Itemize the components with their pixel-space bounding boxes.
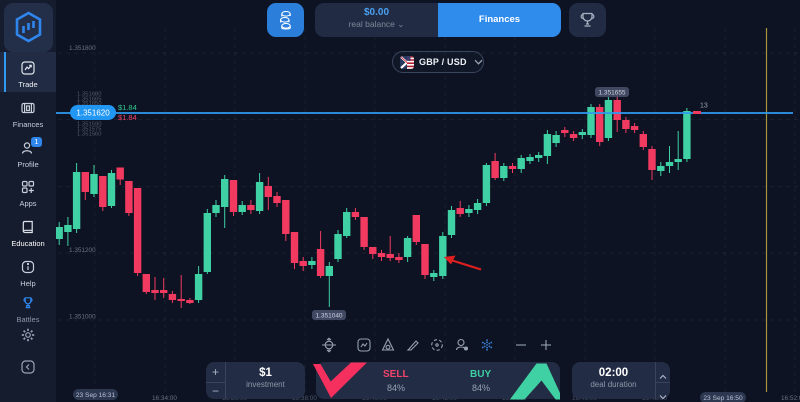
svg-text:$1.84: $1.84 [118,113,137,122]
svg-text:1.351650: 1.351650 [77,101,102,107]
svg-text:16:46:00: 16:46:00 [572,395,597,402]
svg-text:13: 13 [700,103,708,110]
svg-text:1.351620: 1.351620 [76,109,110,118]
svg-text:16:38:00: 16:38:00 [292,395,317,402]
svg-text:1.351040: 1.351040 [315,313,342,320]
svg-text:16:36:00: 16:36:00 [222,395,247,402]
svg-text:1.351560: 1.351560 [77,132,102,138]
svg-text:1.351680: 1.351680 [77,91,102,97]
svg-text:1.351575: 1.351575 [77,127,102,133]
svg-text:23 Sep 16:50: 23 Sep 16:50 [703,395,743,402]
svg-text:16:42:00: 16:42:00 [432,395,457,402]
svg-text:1.351655: 1.351655 [598,90,625,97]
svg-text:23 Sep 16:31: 23 Sep 16:31 [76,392,116,399]
svg-text:1.351200: 1.351200 [69,247,96,254]
svg-text:1.351590: 1.351590 [77,122,102,128]
svg-text:16:52:0: 16:52:0 [781,395,800,402]
svg-text:1.351665: 1.351665 [77,96,102,102]
svg-text:1.351800: 1.351800 [69,45,96,52]
svg-text:16:34:00: 16:34:00 [152,395,177,402]
svg-text:16:40:00: 16:40:00 [362,395,387,402]
svg-text:16:48:00: 16:48:00 [642,395,667,402]
svg-text:$1.84: $1.84 [118,103,137,112]
svg-text:1.351000: 1.351000 [69,314,96,321]
